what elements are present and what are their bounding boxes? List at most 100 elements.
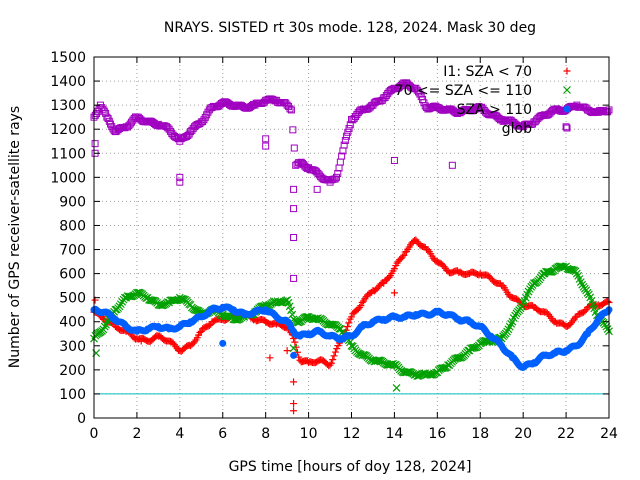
data-point — [192, 306, 200, 314]
data-point — [328, 320, 337, 329]
data-point — [291, 338, 299, 346]
outlier-point — [290, 351, 298, 359]
axes-layer: 0 2 4 6 8 10 12 14 16 18 20 22 240100200300400500600… — [50, 50, 618, 442]
y-tick-label: 1200 — [50, 122, 86, 138]
data-point — [357, 302, 365, 310]
data-point — [289, 126, 297, 134]
outlier-point — [290, 400, 298, 408]
outlier-point — [290, 185, 298, 193]
data-point — [345, 125, 353, 133]
y-tick-label: 400 — [59, 315, 86, 331]
outlier-point — [390, 289, 398, 297]
data-point — [546, 268, 554, 276]
data-point — [205, 322, 213, 330]
data-point — [178, 294, 187, 303]
data-point — [578, 280, 587, 289]
data-point — [470, 343, 479, 352]
outlier-point — [176, 178, 184, 186]
x-tick-label: 6 — [218, 426, 227, 442]
data-point — [331, 348, 339, 356]
data-point — [398, 253, 406, 261]
outlier-point — [448, 161, 456, 169]
data-point — [581, 307, 589, 315]
outlier-point — [262, 142, 270, 150]
y-tick-label: 100 — [59, 387, 86, 403]
outlier-point — [266, 354, 274, 362]
legend-marker — [563, 124, 571, 132]
data-point — [329, 356, 337, 364]
outlier-point — [562, 123, 570, 131]
legend-label: I1: SZA < 70 — [443, 64, 532, 80]
outlier-point — [176, 173, 184, 181]
x-tick-label: 14 — [386, 426, 404, 442]
x-tick-label: 16 — [428, 426, 446, 442]
data-point — [572, 269, 581, 278]
x-tick-label: 20 — [514, 426, 532, 442]
data-point — [358, 298, 366, 306]
data-point — [286, 105, 294, 113]
data-point — [335, 324, 344, 333]
data-point — [604, 108, 612, 116]
y-tick-label: 700 — [59, 243, 86, 259]
data-point — [171, 296, 180, 305]
legend: I1: SZA < 70 70 <= SZA <= 110 SZA > 110 glo… — [395, 64, 571, 137]
data-point — [440, 364, 448, 372]
y-tick-label: 1300 — [50, 98, 86, 114]
data-point — [340, 141, 348, 149]
y-tick-label: 1500 — [50, 50, 86, 66]
data-point — [287, 306, 295, 315]
data-point — [330, 352, 338, 360]
x-tick-label: 2 — [132, 426, 141, 442]
data-point — [503, 327, 511, 336]
outlier-point — [262, 135, 270, 143]
y-tick-label: 1400 — [50, 74, 86, 90]
x-tick-label: 0 — [90, 426, 99, 442]
y-tick-label: 1000 — [50, 170, 86, 186]
legend-label: glob — [502, 121, 532, 137]
legend-label: 70 <= SZA <= 110 — [395, 83, 532, 99]
outlier-point — [290, 378, 298, 386]
data-point — [390, 361, 399, 369]
data-point — [292, 343, 300, 351]
y-tick-label: 600 — [59, 267, 86, 283]
outlier-point — [289, 344, 298, 353]
legend-marker — [563, 86, 571, 94]
x-tick-label: 24 — [600, 426, 618, 442]
data-point — [529, 279, 538, 288]
data-point — [303, 312, 312, 321]
outlier-point — [290, 407, 298, 415]
data-point — [390, 265, 398, 273]
x-tick-label: 22 — [557, 426, 575, 442]
data-point — [290, 144, 298, 152]
outlier-point — [313, 185, 321, 193]
data-point — [336, 158, 344, 166]
outlier-point — [290, 205, 298, 213]
y-tick-label: 800 — [59, 218, 86, 234]
data-point — [348, 313, 355, 321]
data-point — [405, 367, 414, 376]
y-tick-label: 1100 — [50, 146, 86, 162]
data-point — [341, 136, 349, 144]
y-tick-label: 900 — [59, 194, 86, 210]
chart-title: NRAYS. SISTED rt 30s mode. 128, 2024. Ma… — [164, 20, 536, 36]
x-tick-label: 18 — [471, 426, 489, 442]
series-2 — [90, 303, 613, 371]
outlier-point — [290, 274, 298, 282]
data-point — [277, 298, 286, 307]
outlier-point — [290, 234, 298, 241]
x-axis-label: GPS time [hours of doy 128, 2024] — [229, 459, 472, 475]
outlier-point — [219, 339, 227, 347]
data-point — [134, 288, 143, 297]
legend-label: SZA > 110 — [457, 102, 532, 118]
y-tick-label: 200 — [59, 363, 86, 379]
data-point — [332, 173, 340, 181]
legend-marker — [563, 105, 571, 113]
data-point — [338, 152, 346, 160]
y-axis-label: Number of GPS receiver-satellite rays — [7, 106, 23, 368]
series-3 — [90, 79, 613, 282]
y-tick-label: 300 — [59, 339, 86, 355]
data-point — [327, 359, 335, 367]
data-point — [344, 128, 352, 136]
outlier-point — [390, 156, 398, 164]
